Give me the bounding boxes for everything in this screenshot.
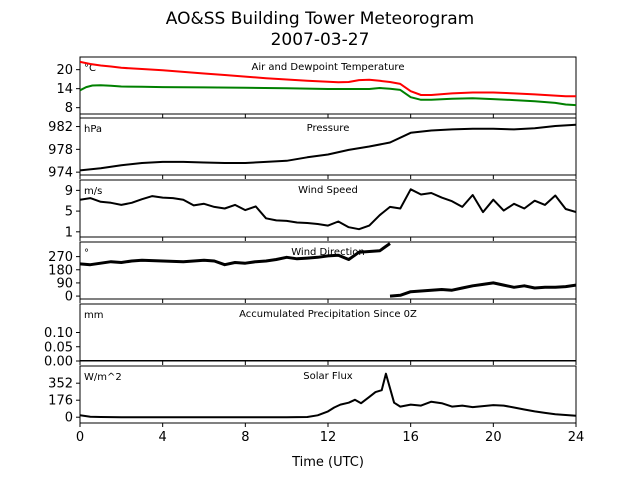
y-tick-label: 14 [56,82,73,97]
panel-temperature: 20 14 8 °C Air and Dewpoint Temperature [56,56,577,118]
y-tick-label: 978 [48,143,73,158]
y-tick-label: 0 [65,290,73,305]
y-tick-label: 20 [56,63,73,78]
panel-title: Air and Dewpoint Temperature [252,62,405,73]
x-tick-label: 8 [241,430,249,445]
x-tick-label: 16 [402,430,419,445]
panel-unit-label: W/m^2 [84,372,122,383]
chart-subtitle: 2007-03-27 [271,30,370,50]
y-tick-label: 270 [48,250,73,265]
panels-layer: 20 14 8 °C Air and Dewpoint Temperature 982 97… [44,56,577,427]
x-tick-label: 0 [76,430,84,445]
y-tick-label: 5 [65,205,73,220]
chart-title: AO&SS Building Tower Meteorogram [166,9,474,29]
series-line-pressure-0 [80,123,576,172]
y-tick-label: 176 [48,394,73,409]
panel-unit-label: m/s [84,186,102,197]
y-tick-label: 90 [56,276,73,291]
series-line-temperature-0 [80,60,576,98]
series-line-wind-direction-1 [389,281,576,298]
series-line-wind-direction-0 [80,242,391,267]
y-tick-label: 352 [48,377,73,392]
panel-pressure: 982 978 974 hPa Pressure [48,117,577,181]
x-axis: 0 4 8 12 16 20 24 [76,430,584,445]
panel-unit-label: ° [84,248,89,259]
y-tick-label: 982 [48,120,73,135]
panel-title: Pressure [307,123,350,134]
panel-solar-flux: 352 176 0 W/m^2 Solar Flux [48,365,577,427]
y-tick-label: 0.05 [44,340,73,355]
series-line-wind-speed-0 [80,188,576,231]
y-tick-label: 974 [48,166,73,181]
panel-precipitation: 0.100.050.00 mm Accumulated Precipitation … [44,303,577,370]
x-tick-label: 24 [568,430,585,445]
y-tick-label: 0.10 [44,326,73,341]
panel-title: Solar Flux [303,371,353,382]
panel-title: Wind Direction [291,247,365,258]
panel-wind-speed: 9 5 1 m/s Wind Speed [65,179,577,241]
y-tick-label: 180 [48,263,73,278]
y-tick-label: 0.00 [44,355,73,370]
y-tick-label: 1 [65,225,73,240]
panel-title: Wind Speed [298,185,358,196]
x-axis-label: Time (UTC) [291,455,364,470]
panel-unit-label: mm [84,310,103,321]
series-line-temperature-1 [80,84,576,107]
x-tick-label: 4 [159,430,167,445]
series-line-solar-flux-0 [80,372,576,419]
y-tick-label: 8 [65,101,73,116]
y-tick-label: 0 [65,411,73,426]
x-tick-label: 20 [485,430,502,445]
y-tick-label: 9 [65,184,73,199]
panel-unit-label: °C [84,63,96,74]
x-tick-label: 12 [320,430,337,445]
panel-unit-label: hPa [84,124,102,135]
panel-title: Accumulated Precipitation Since 0Z [239,309,417,320]
